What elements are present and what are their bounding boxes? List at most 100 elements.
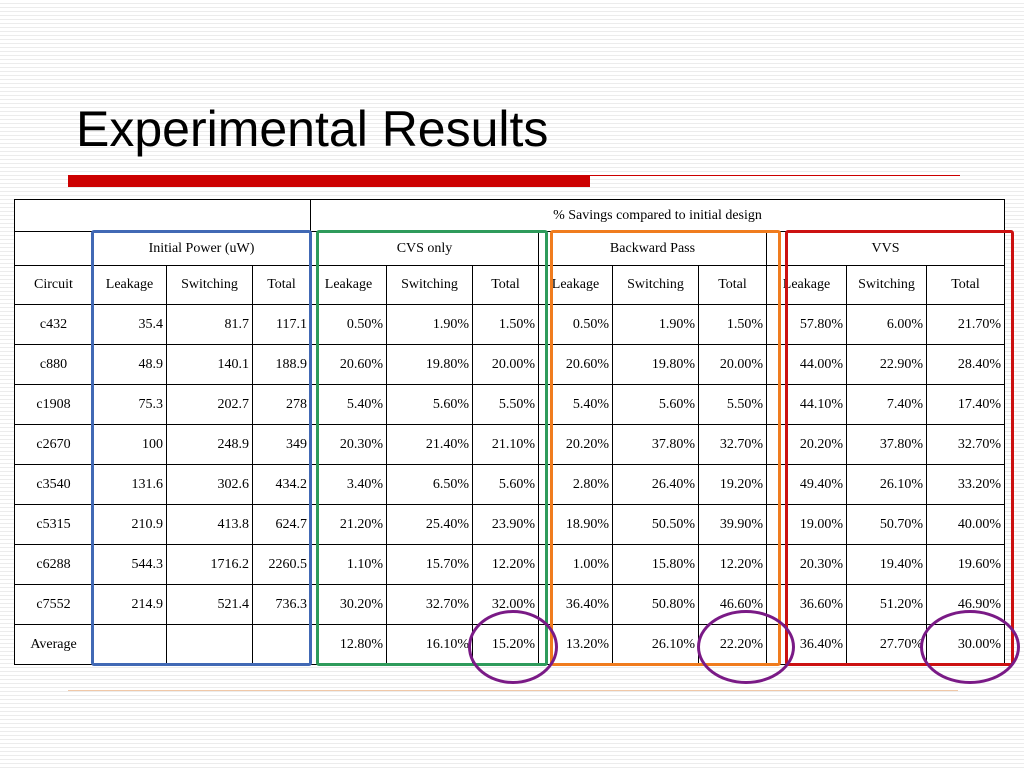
value-cell: 44.10% — [766, 384, 847, 425]
value-cell: 349 — [252, 424, 311, 465]
value-cell — [92, 624, 167, 665]
value-cell: 2260.5 — [252, 544, 311, 585]
footer-divider-line — [68, 690, 958, 691]
value-cell: 1.00% — [538, 544, 613, 585]
value-cell: 32.70% — [926, 424, 1005, 465]
value-cell: 1.10% — [310, 544, 387, 585]
value-cell: 15.70% — [386, 544, 473, 585]
column-header-leakage: Leakage — [538, 265, 613, 305]
table-row: c7552 214.9 521.4 736.3 30.20% 32.70% 32.00% 36… — [14, 584, 1005, 625]
value-cell: 19.60% — [926, 544, 1005, 585]
column-header-switching: Switching — [166, 265, 253, 305]
column-header-circuit: Circuit — [14, 265, 93, 305]
slide-title: Experimental Results — [76, 101, 549, 157]
value-cell: 20.30% — [310, 424, 387, 465]
value-cell: 50.70% — [846, 504, 927, 545]
value-cell: 25.40% — [386, 504, 473, 545]
value-cell — [252, 624, 311, 665]
value-cell: 302.6 — [166, 464, 253, 505]
value-cell: 40.00% — [926, 504, 1005, 545]
table-row: c880 48.9 140.1 188.9 20.60% 19.80% 20.00% 20.6… — [14, 344, 1005, 385]
value-cell: 50.50% — [612, 504, 699, 545]
value-cell: 12.80% — [310, 624, 387, 665]
circuit-name-cell: c7552 — [14, 584, 93, 625]
value-cell: 5.60% — [472, 464, 539, 505]
table-row: c5315 210.9 413.8 624.7 21.20% 25.40% 23.90% 18… — [14, 504, 1005, 545]
value-cell: 36.60% — [766, 584, 847, 625]
value-cell: 0.50% — [310, 304, 387, 345]
value-cell: 21.40% — [386, 424, 473, 465]
column-header-leakage: Leakage — [92, 265, 167, 305]
value-cell: 18.90% — [538, 504, 613, 545]
value-cell: 50.80% — [612, 584, 699, 625]
table-row: c432 35.4 81.7 117.1 0.50% 1.90% 1.50% 0.50% 1.9… — [14, 304, 1005, 345]
value-cell: 57.80% — [766, 304, 847, 345]
value-cell: 278 — [252, 384, 311, 425]
value-cell: 19.80% — [612, 344, 699, 385]
value-cell: 1.50% — [698, 304, 767, 345]
title-underline-line — [590, 175, 960, 176]
column-header-total: Total — [698, 265, 767, 305]
table-row: c6288 544.3 1716.2 2260.5 1.10% 15.70% 12.20% 1… — [14, 544, 1005, 585]
results-table: % Savings compared to initial design Ini… — [14, 199, 1005, 665]
value-cell: 17.40% — [926, 384, 1005, 425]
value-cell: 19.80% — [386, 344, 473, 385]
table-body: c432 35.4 81.7 117.1 0.50% 1.90% 1.50% 0.50% 1.9… — [14, 304, 1005, 665]
value-cell: 20.60% — [538, 344, 613, 385]
circuit-name-cell: c432 — [14, 304, 93, 345]
value-cell: 20.30% — [766, 544, 847, 585]
value-cell: 16.10% — [386, 624, 473, 665]
table-row: Average 12.80% 16.10% 15.20% 13.20% 26.10% 22.… — [14, 624, 1005, 665]
empty-section-cell — [14, 231, 93, 266]
column-header-leakage: Leakage — [310, 265, 387, 305]
circuit-name-cell: c3540 — [14, 464, 93, 505]
value-cell: 20.20% — [766, 424, 847, 465]
value-cell: 21.20% — [310, 504, 387, 545]
value-cell: 434.2 — [252, 464, 311, 505]
value-cell: 5.60% — [612, 384, 699, 425]
value-cell: 19.40% — [846, 544, 927, 585]
value-cell: 26.40% — [612, 464, 699, 505]
section-backward-pass: Backward Pass — [538, 231, 767, 266]
column-header-total: Total — [472, 265, 539, 305]
value-cell: 5.40% — [538, 384, 613, 425]
value-cell: 35.4 — [92, 304, 167, 345]
value-cell: 37.80% — [846, 424, 927, 465]
table-row: c3540 131.6 302.6 434.2 3.40% 6.50% 5.60% 2.80%… — [14, 464, 1005, 505]
circuit-name-cell: c880 — [14, 344, 93, 385]
value-cell: 0.50% — [538, 304, 613, 345]
value-cell: 12.20% — [472, 544, 539, 585]
value-cell: 22.90% — [846, 344, 927, 385]
value-cell: 413.8 — [166, 504, 253, 545]
value-cell: 131.6 — [92, 464, 167, 505]
value-cell: 20.60% — [310, 344, 387, 385]
value-cell: 46.60% — [698, 584, 767, 625]
value-cell: 5.50% — [472, 384, 539, 425]
value-cell: 521.4 — [166, 584, 253, 625]
value-cell: 19.20% — [698, 464, 767, 505]
value-cell: 140.1 — [166, 344, 253, 385]
empty-header-cell — [14, 199, 311, 232]
value-cell: 13.20% — [538, 624, 613, 665]
value-cell: 3.40% — [310, 464, 387, 505]
value-cell: 23.90% — [472, 504, 539, 545]
value-cell: 21.10% — [472, 424, 539, 465]
value-cell: 46.90% — [926, 584, 1005, 625]
value-cell: 214.9 — [92, 584, 167, 625]
title-underline-bar — [68, 175, 590, 187]
section-vvs: VVS — [766, 231, 1005, 266]
value-cell: 736.3 — [252, 584, 311, 625]
value-cell: 20.20% — [538, 424, 613, 465]
value-cell: 5.40% — [310, 384, 387, 425]
value-cell: 6.50% — [386, 464, 473, 505]
value-cell: 1.50% — [472, 304, 539, 345]
value-cell: 36.40% — [766, 624, 847, 665]
value-cell: 12.20% — [698, 544, 767, 585]
value-cell: 44.00% — [766, 344, 847, 385]
section-cvs-only: CVS only — [310, 231, 539, 266]
value-cell: 202.7 — [166, 384, 253, 425]
section-initial-power: Initial Power (uW) — [92, 231, 311, 266]
value-cell: 19.00% — [766, 504, 847, 545]
column-header-total: Total — [252, 265, 311, 305]
value-cell: 39.90% — [698, 504, 767, 545]
